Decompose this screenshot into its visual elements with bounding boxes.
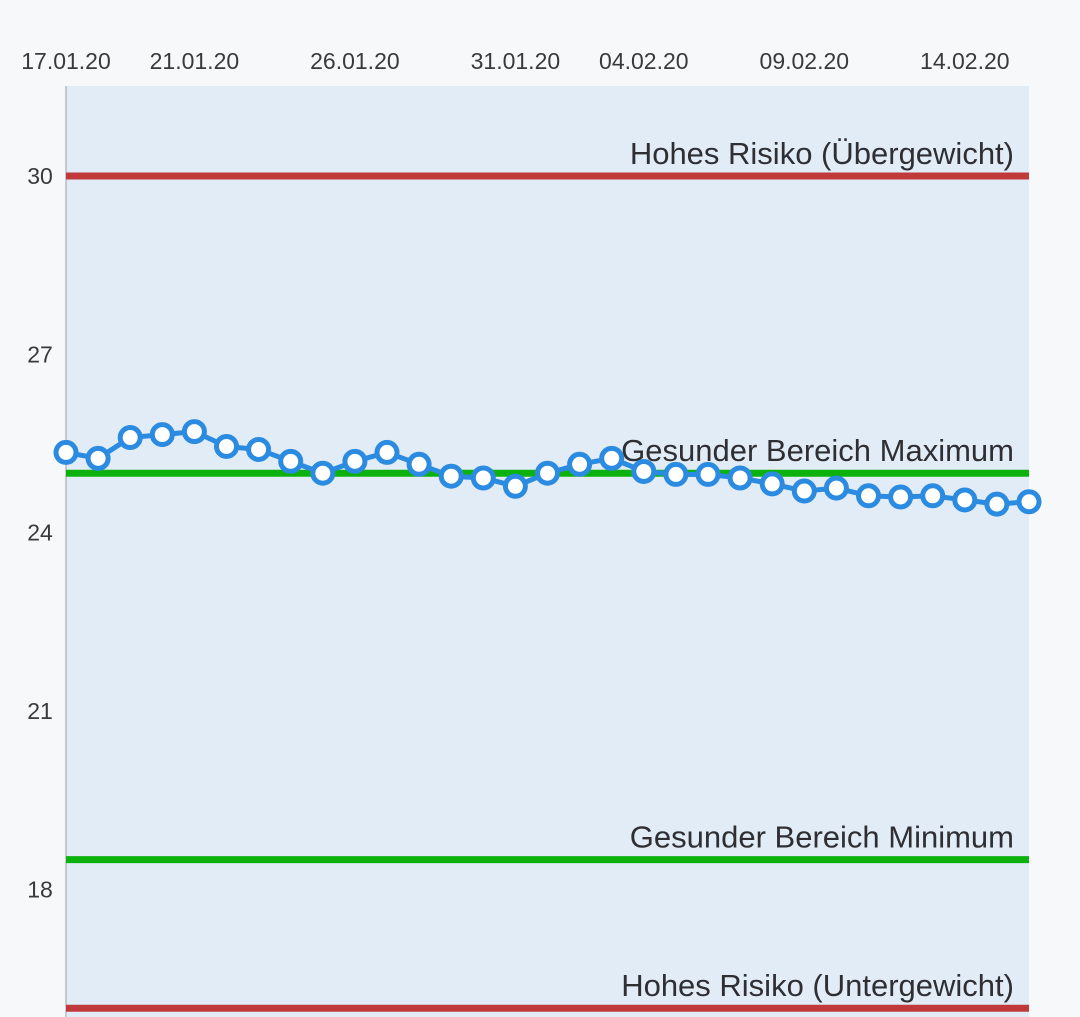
data-point[interactable]	[342, 448, 368, 474]
data-point[interactable]	[791, 478, 817, 504]
x-tick-label: 21.01.20	[150, 48, 240, 74]
data-point[interactable]	[567, 451, 593, 477]
data-point[interactable]	[85, 445, 111, 471]
data-point[interactable]	[920, 483, 946, 509]
reference-line-label-0: Hohes Risiko (Übergewicht)	[630, 136, 1014, 171]
data-point[interactable]	[984, 491, 1010, 517]
data-point[interactable]	[1016, 489, 1042, 515]
x-axis-tick-labels: 17.01.20 21.01.20 26.01.20 31.01.20 04.02.20…	[21, 48, 1009, 74]
x-tick-label: 04.02.20	[599, 48, 689, 74]
data-point[interactable]	[310, 460, 336, 486]
data-point[interactable]	[149, 422, 175, 448]
data-point[interactable]	[727, 465, 753, 491]
data-point[interactable]	[856, 483, 881, 509]
data-point[interactable]	[181, 419, 207, 445]
data-point[interactable]	[117, 425, 143, 451]
y-tick-label: 21	[27, 698, 53, 724]
y-tick-label: 18	[27, 876, 53, 902]
data-point[interactable]	[214, 433, 239, 459]
series-group	[53, 419, 1042, 517]
y-axis-tick-labels: 30 27 24 21 18	[27, 163, 53, 902]
data-point[interactable]	[246, 436, 272, 462]
y-tick-label: 24	[27, 520, 53, 546]
data-point[interactable]	[470, 465, 496, 491]
data-point[interactable]	[888, 484, 914, 510]
reference-line-label-2: Gesunder Bereich Minimum	[630, 820, 1014, 855]
x-tick-label: 09.02.20	[760, 48, 850, 74]
y-tick-label: 27	[27, 341, 53, 367]
data-point[interactable]	[438, 463, 464, 489]
x-tick-label: 31.01.20	[471, 48, 561, 74]
data-point[interactable]	[599, 445, 625, 471]
data-point[interactable]	[278, 448, 304, 474]
data-point[interactable]	[502, 473, 528, 499]
data-point[interactable]	[695, 461, 721, 487]
reference-line-label-3: Hohes Risiko (Untergewicht)	[621, 968, 1014, 1003]
data-point[interactable]	[631, 458, 657, 484]
x-tick-label: 26.01.20	[310, 48, 400, 74]
data-point[interactable]	[823, 475, 849, 501]
data-point[interactable]	[53, 439, 79, 465]
x-tick-label: 14.02.20	[920, 48, 1010, 74]
plot-background	[66, 86, 1029, 1017]
data-point[interactable]	[759, 471, 785, 497]
data-point[interactable]	[374, 439, 400, 465]
y-tick-label: 30	[27, 163, 53, 189]
data-point[interactable]	[952, 487, 978, 513]
data-point[interactable]	[663, 461, 689, 487]
reference-line-label-1: Gesunder Bereich Maximum	[621, 433, 1014, 468]
x-tick-label: 17.01.20	[21, 48, 111, 74]
data-point[interactable]	[535, 460, 560, 486]
data-point[interactable]	[406, 451, 432, 477]
